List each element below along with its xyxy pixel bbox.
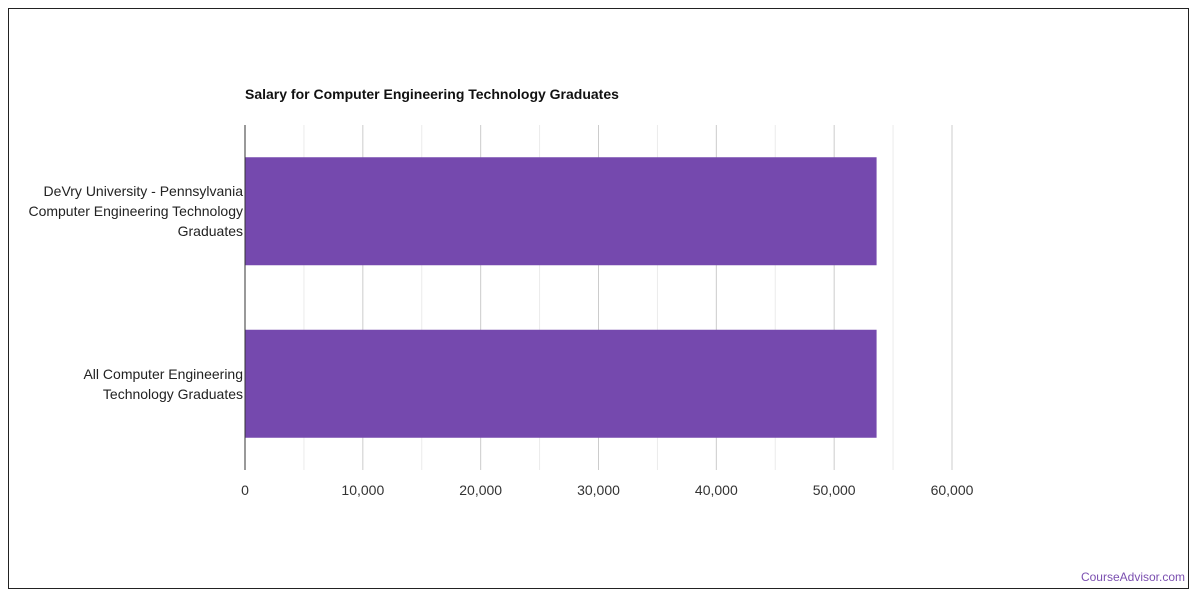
- y-tick-label-line: Technology Graduates: [102, 385, 243, 402]
- x-tick-label: 10,000: [341, 482, 384, 498]
- x-tick-label: 60,000: [931, 482, 974, 498]
- x-tick-label: 20,000: [459, 482, 502, 498]
- courseadvisor-link[interactable]: CourseAdvisor.com: [1080, 570, 1185, 584]
- y-tick-label: All Computer Engineering Technology Gradu…: [83, 364, 243, 404]
- y-tick-label-line: DeVry University - Pennsylvania: [43, 183, 243, 200]
- chart-title: Salary for Computer Engineering Technolo…: [245, 86, 619, 102]
- bar: [245, 329, 877, 438]
- x-tick-label: 30,000: [577, 482, 620, 498]
- y-tick-label-line: Computer Engineering Technology: [28, 203, 243, 220]
- y-tick-label-line: All Computer Engineering: [83, 365, 243, 382]
- bar: [245, 157, 877, 266]
- x-tick-label: 0: [241, 482, 249, 498]
- y-tick-label-line: Graduates: [177, 223, 243, 240]
- x-tick-label: 40,000: [695, 482, 738, 498]
- chart-frame: [8, 8, 1189, 589]
- y-tick-label: DeVry University - Pennsylvania Computer …: [28, 181, 243, 241]
- x-tick-label: 50,000: [813, 482, 856, 498]
